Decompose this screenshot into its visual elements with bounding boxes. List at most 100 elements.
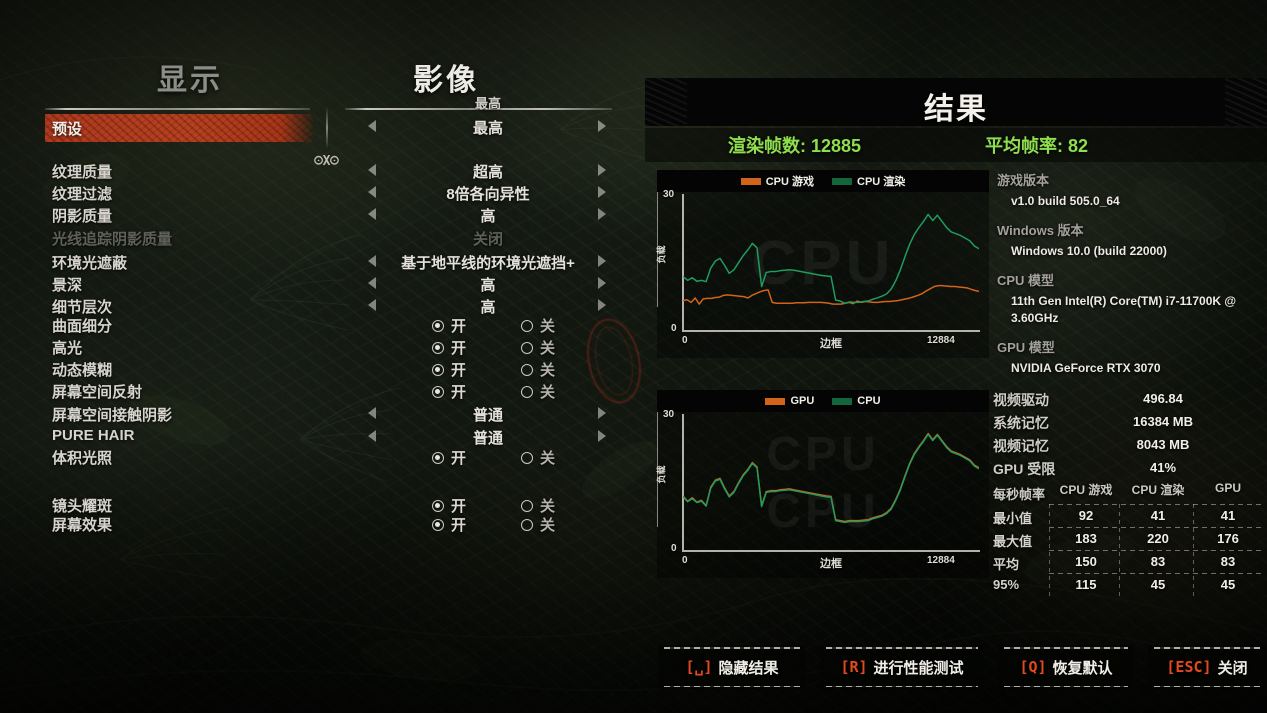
setting-row[interactable]: 细节层次 高 — [0, 296, 640, 318]
fps-table-cell: 45 — [1220, 577, 1236, 592]
setting-prev-arrow-icon[interactable] — [368, 277, 376, 289]
setting-next-arrow-icon[interactable] — [598, 255, 606, 267]
radio-dot-icon — [521, 385, 533, 398]
setting-row[interactable]: 曲面细分 开 关 — [0, 315, 640, 337]
setting-row[interactable]: PURE HAIR 普通 — [0, 427, 640, 449]
chart-series-line — [683, 432, 979, 523]
setting-next-arrow-icon[interactable] — [598, 430, 606, 442]
setting-toggle-on[interactable]: 开 — [432, 495, 466, 516]
preset-current-value: 最高 — [474, 96, 501, 111]
tab-display[interactable]: 显示 — [157, 64, 223, 97]
hide-results-button[interactable]: [␣] 隐藏结果 — [658, 645, 806, 689]
system-info-key: GPU 模型 — [997, 339, 1055, 355]
fps-table-column-divider — [1049, 504, 1050, 599]
setting-toggle-off[interactable]: 关 — [521, 514, 555, 535]
setting-row[interactable]: 环境光遮蔽 基于地平线的环境光遮挡+ — [0, 252, 640, 274]
setting-toggle-on[interactable]: 开 — [432, 381, 466, 402]
radio-dot-icon — [432, 518, 444, 531]
y-axis-line — [682, 414, 684, 550]
setting-row[interactable]: 纹理质量 超高 — [0, 161, 640, 183]
y-axis-label: 负载 — [656, 465, 667, 484]
system-info-value: NVIDIA GeForce RTX 3070 — [1011, 360, 1161, 375]
button-key-hint: [Q] — [1019, 658, 1047, 676]
setting-label: 纹理过滤 — [52, 186, 113, 203]
restore-defaults-button[interactable]: [Q] 恢复默认 — [998, 645, 1134, 689]
divider-right — [345, 108, 612, 110]
setting-row[interactable]: 景深 高 — [0, 274, 640, 296]
preset-value-row[interactable]: 最高 — [0, 117, 640, 139]
setting-prev-arrow-icon[interactable] — [368, 299, 376, 311]
setting-row[interactable]: 屏幕空间接触阴影 普通 — [0, 404, 640, 426]
results-title: 结果 — [924, 93, 988, 126]
button-label: 隐藏结果 — [718, 659, 779, 677]
close-button[interactable]: [ESC] 关闭 — [1148, 645, 1266, 689]
legend-swatch — [740, 177, 761, 185]
setting-row[interactable]: 屏幕空间反射开关 — [0, 381, 640, 403]
setting-label: 曲面细分 — [52, 318, 113, 335]
setting-toggle-off[interactable]: 关 — [521, 315, 555, 336]
legend-item: CPU 游戏 — [740, 173, 814, 189]
setting-row[interactable]: 高光开关 — [0, 337, 640, 359]
cpu-chart-legend: CPU 游戏 CPU 渲染 — [657, 170, 989, 192]
setting-value: 普通 — [472, 430, 503, 447]
setting-prev-arrow-icon[interactable] — [368, 407, 376, 419]
setting-next-arrow-icon[interactable] — [598, 164, 606, 176]
setting-toggle-on[interactable]: 开 — [432, 514, 466, 535]
setting-next-arrow-icon[interactable] — [598, 407, 606, 419]
setting-label: 纹理质量 — [52, 164, 113, 181]
fps-table-corner-label: 每秒帧率 — [993, 487, 1046, 502]
preset-next-arrow-icon[interactable] — [598, 120, 606, 132]
setting-prev-arrow-icon[interactable] — [368, 255, 376, 267]
setting-row[interactable]: 光线追踪阴影质量 关闭 — [0, 228, 640, 250]
fps-table-row: 最大值 183 220 176 — [993, 527, 1265, 550]
setting-next-arrow-icon[interactable] — [598, 277, 606, 289]
fps-statistics-table: 每秒帧率 CPU 游戏 CPU 渲染 GPU 最小值 92 41 41 最大值 183 220 176… — [993, 478, 1265, 599]
setting-toggle-on[interactable]: 开 — [432, 447, 466, 468]
button-key-hint: [␣] — [685, 658, 713, 676]
setting-row[interactable]: 阴影质量 高 — [0, 205, 640, 227]
gpu-chart: GPU CPU CPU CPU 30 0 0 12884 边框 负载 — [657, 390, 989, 578]
fps-table-column-header: CPU 渲染 — [1131, 483, 1185, 497]
setting-toggle-off-label: 关 — [540, 318, 556, 335]
legend-label: CPU 渲染 — [857, 176, 906, 188]
setting-toggle-off[interactable]: 关 — [521, 359, 555, 380]
preset-prev-arrow-icon[interactable] — [368, 120, 376, 132]
setting-toggle-on[interactable]: 开 — [432, 359, 466, 380]
y-axis-label: 负载 — [656, 245, 667, 264]
fps-table-cell: 45 — [1150, 577, 1166, 592]
results-title-band — [645, 78, 1267, 126]
setting-row[interactable]: 体积光照开关 — [0, 447, 640, 469]
setting-label: 阴影质量 — [52, 208, 113, 225]
button-label: 恢复默认 — [1052, 659, 1113, 677]
preset-row-highlight[interactable]: 预设 — [45, 114, 313, 142]
setting-toggle-group: 开关 — [0, 337, 640, 357]
setting-toggle-off[interactable]: 关 — [521, 447, 555, 468]
legend-label: CPU — [857, 395, 881, 407]
setting-prev-arrow-icon[interactable] — [368, 164, 376, 176]
setting-toggle-off[interactable]: 关 — [521, 337, 555, 358]
fps-table-cell: 83 — [1220, 554, 1236, 569]
setting-toggle-off[interactable]: 关 — [521, 495, 555, 516]
memory-info-value: 41% — [1149, 460, 1177, 475]
setting-next-arrow-icon[interactable] — [598, 299, 606, 311]
run-benchmark-button[interactable]: [R] 进行性能测试 — [820, 645, 984, 689]
setting-next-arrow-icon[interactable] — [598, 186, 606, 198]
tab-graphics[interactable]: 影像 — [413, 64, 479, 97]
fps-table-row: 最小值 92 41 41 — [993, 504, 1265, 527]
setting-row[interactable]: 纹理过滤 8倍各向异性 — [0, 183, 640, 205]
button-label: 关闭 — [1217, 659, 1248, 677]
x-min-tick: 0 — [682, 555, 688, 566]
setting-row[interactable]: 屏幕效果开关 — [0, 514, 640, 536]
setting-prev-arrow-icon[interactable] — [368, 208, 376, 220]
setting-prev-arrow-icon[interactable] — [368, 186, 376, 198]
setting-toggle-off[interactable]: 关 — [521, 381, 555, 402]
setting-prev-arrow-icon[interactable] — [368, 430, 376, 442]
setting-next-arrow-icon[interactable] — [598, 208, 606, 220]
setting-toggle-on[interactable]: 开 — [432, 337, 466, 358]
fps-table-divider — [1049, 527, 1265, 528]
plot-right-border — [657, 391, 658, 527]
setting-toggle-on[interactable]: 开 — [432, 315, 466, 336]
setting-row[interactable]: 镜头耀斑开关 — [0, 495, 640, 517]
setting-row[interactable]: 动态模糊开关 — [0, 359, 640, 381]
